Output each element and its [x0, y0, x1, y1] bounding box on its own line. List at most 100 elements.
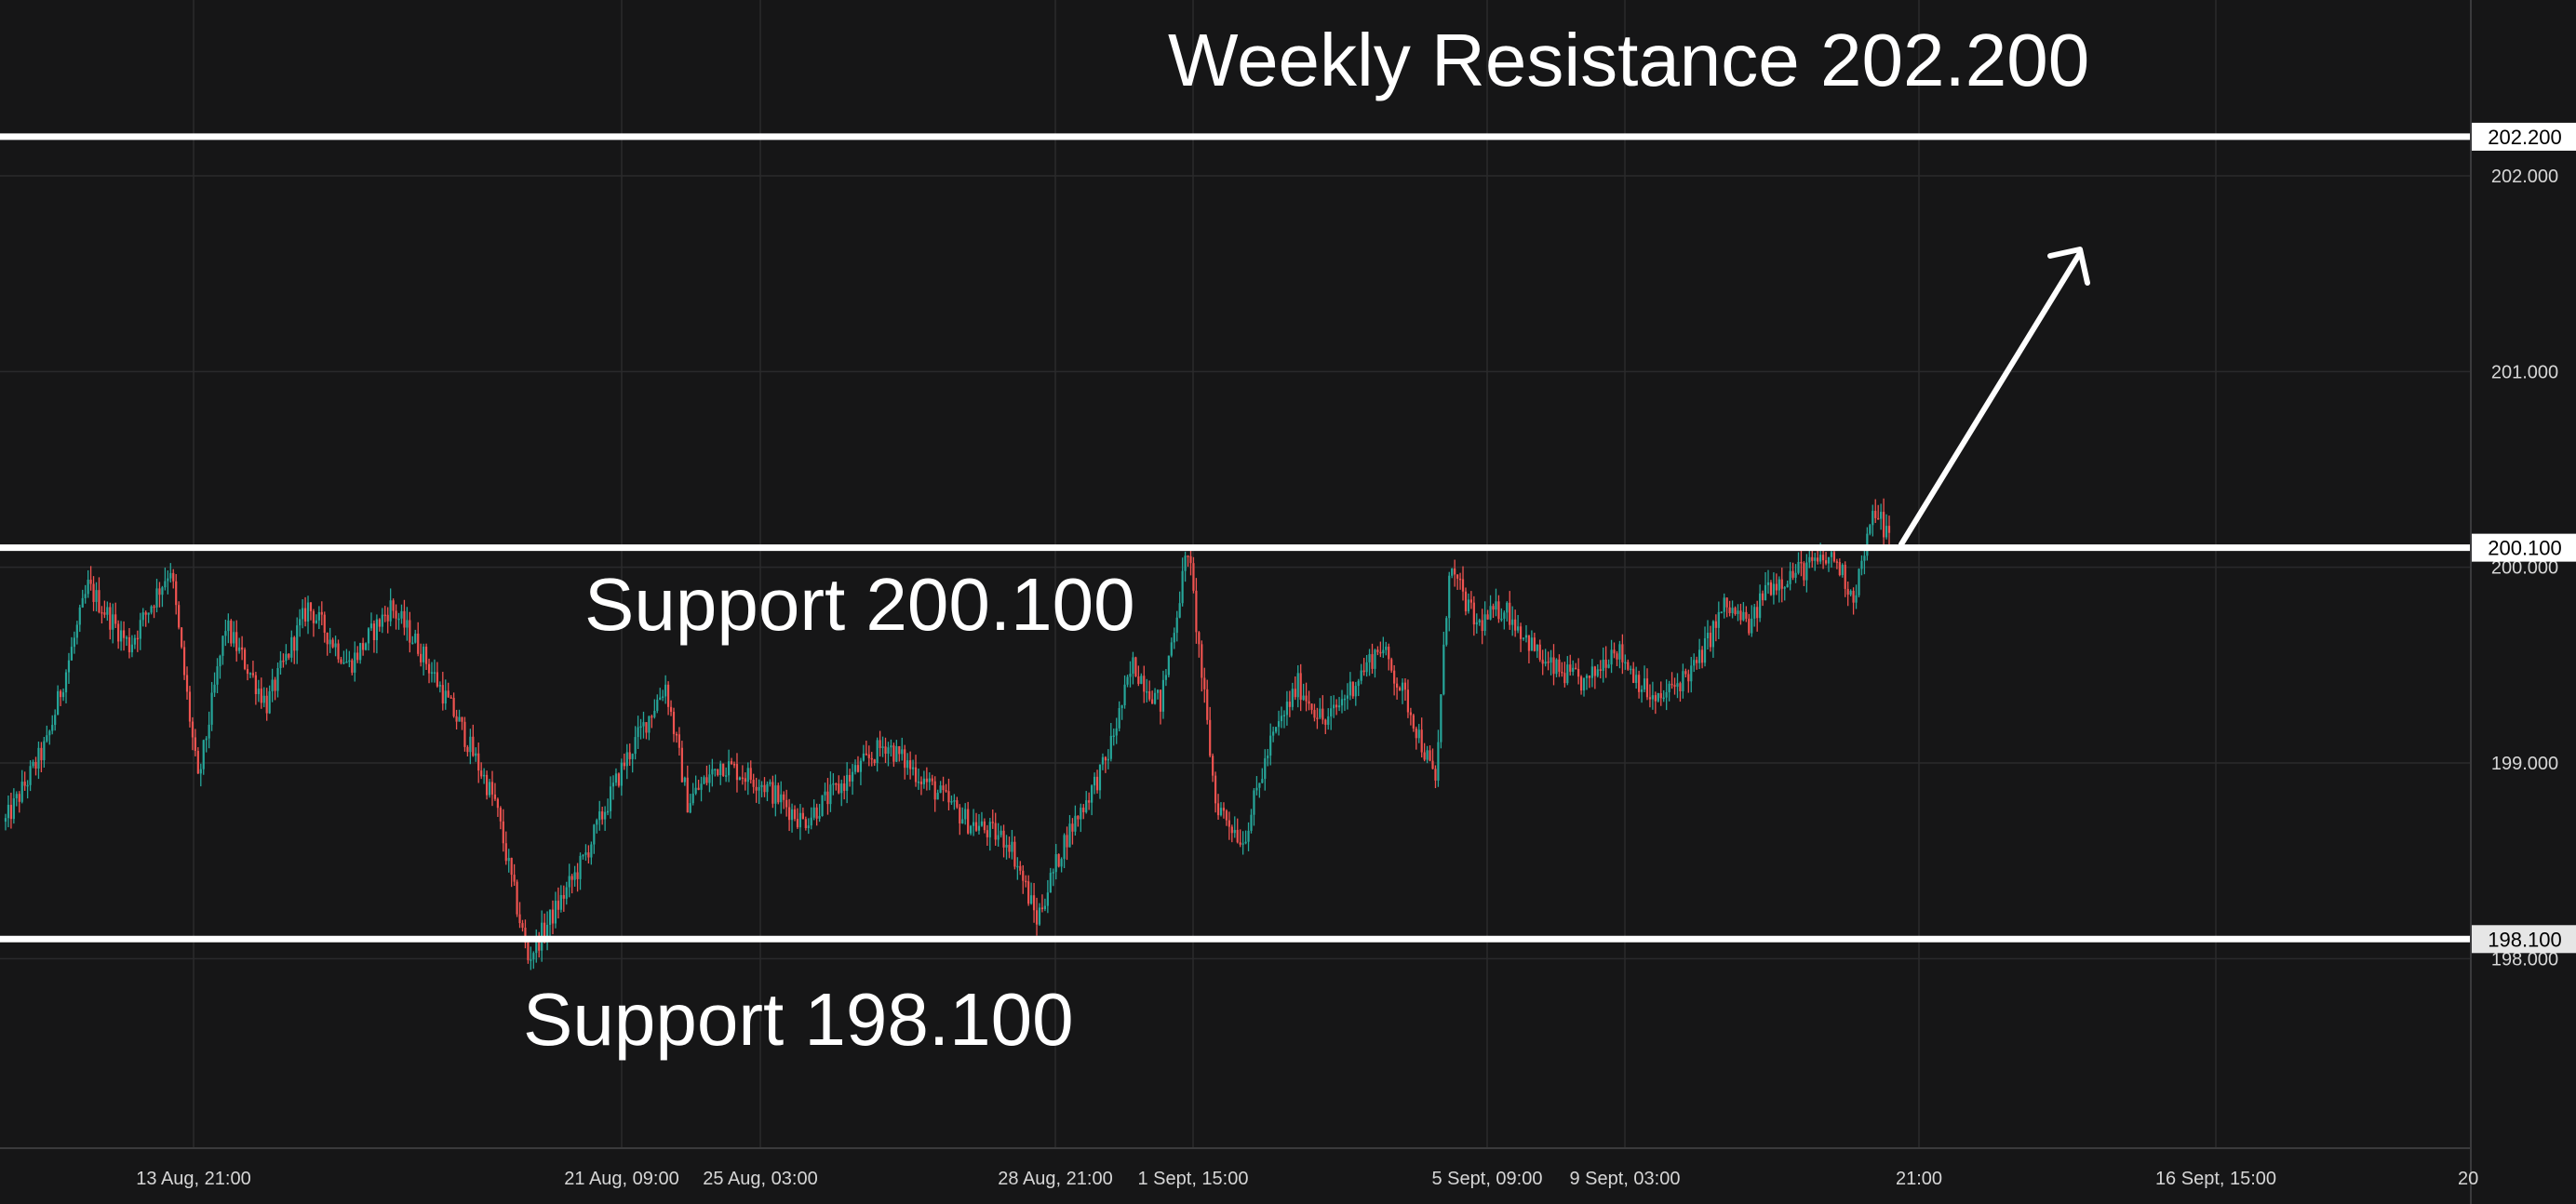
y-tick-label: 200.000	[2491, 558, 2558, 579]
candle	[530, 946, 532, 970]
candle	[288, 653, 290, 661]
candle-body	[26, 784, 29, 787]
candle-body	[1593, 666, 1596, 676]
candle	[755, 777, 758, 803]
candle	[417, 622, 420, 657]
candle	[639, 718, 642, 740]
candle-body	[221, 635, 224, 656]
candle-body	[1874, 511, 1877, 518]
candle	[1566, 656, 1569, 686]
candle	[196, 747, 199, 774]
candle	[499, 806, 502, 830]
candle-body	[1811, 556, 1814, 561]
candle	[884, 737, 887, 763]
candle	[1720, 611, 1723, 614]
candle	[859, 757, 863, 785]
candle-body	[1431, 760, 1434, 769]
candle-body	[914, 767, 918, 783]
candle	[1250, 809, 1253, 834]
candle	[1085, 791, 1088, 814]
candle	[1280, 706, 1283, 729]
candle	[106, 601, 109, 622]
candle	[1445, 616, 1448, 647]
candle	[302, 599, 304, 629]
price-axis[interactable]: 202.000 201.000 200.000 199.000 198.000	[2491, 167, 2558, 970]
candle	[1426, 745, 1429, 764]
candle	[1385, 641, 1388, 656]
candle	[1409, 707, 1412, 726]
candle	[424, 643, 428, 671]
candle	[609, 776, 612, 819]
candle-body	[714, 769, 717, 771]
candle-body	[345, 662, 348, 663]
candle-body	[1274, 727, 1278, 732]
candle-body	[614, 773, 618, 783]
candle	[746, 762, 749, 796]
candle-body	[406, 620, 409, 628]
candle-body	[191, 721, 195, 738]
candle-body	[1222, 808, 1226, 811]
candle	[455, 709, 458, 730]
candle-body	[392, 600, 395, 611]
candle	[554, 891, 557, 929]
candle-body	[43, 741, 46, 761]
candle-body	[936, 793, 939, 800]
candle-body	[1824, 560, 1828, 564]
candle	[922, 770, 925, 789]
candle	[807, 818, 810, 835]
candle	[320, 601, 323, 626]
candle	[1170, 637, 1173, 658]
candle-body	[1412, 715, 1415, 729]
candle-body	[1354, 686, 1357, 697]
candle-body	[881, 746, 884, 748]
candle	[598, 800, 601, 831]
candle-body	[331, 639, 334, 648]
candle-body	[178, 605, 181, 628]
candle	[1849, 589, 1852, 596]
candle-body	[213, 684, 216, 693]
candle-body	[1442, 644, 1445, 695]
candle	[994, 812, 997, 846]
candle	[988, 817, 991, 851]
candle-body	[1772, 583, 1776, 595]
candle	[475, 747, 477, 762]
candle	[1126, 675, 1129, 688]
candle-body	[1849, 590, 1852, 595]
candle	[430, 662, 434, 683]
y-tick-label: 201.000	[2491, 362, 2558, 382]
candle-body	[1803, 563, 1805, 581]
candle-body	[1616, 653, 1618, 660]
candle	[1527, 635, 1531, 663]
candle	[1038, 903, 1041, 927]
candle	[1643, 665, 1646, 692]
candle-body	[279, 660, 282, 669]
candle-body	[241, 647, 244, 650]
candle-body	[711, 769, 714, 775]
candle-body	[804, 819, 807, 829]
level-badges: 202.200 200.100 198.100	[2472, 122, 2576, 954]
candle-body	[672, 712, 676, 734]
candle-body	[185, 675, 189, 692]
candle	[1269, 723, 1272, 766]
candle-body	[414, 633, 417, 643]
candle-body	[59, 690, 62, 698]
candle	[1874, 499, 1877, 524]
candle-body	[793, 809, 797, 820]
candle-body	[1335, 704, 1338, 708]
time-axis[interactable]: 13 Aug, 21:00 21 Aug, 09:00 25 Aug, 03:00 2…	[136, 1169, 2478, 1189]
candle	[182, 640, 186, 680]
candle-body	[545, 925, 549, 938]
candle-body	[61, 692, 65, 698]
level-lines[interactable]	[0, 133, 2471, 943]
candle-body	[980, 821, 984, 826]
candle	[1285, 690, 1289, 726]
candle-body	[892, 745, 895, 762]
candle	[1679, 681, 1682, 702]
candle	[513, 863, 516, 887]
candle-body	[689, 803, 691, 813]
candle-body	[925, 778, 928, 783]
candle-body	[1330, 708, 1333, 716]
candle	[1648, 684, 1652, 708]
